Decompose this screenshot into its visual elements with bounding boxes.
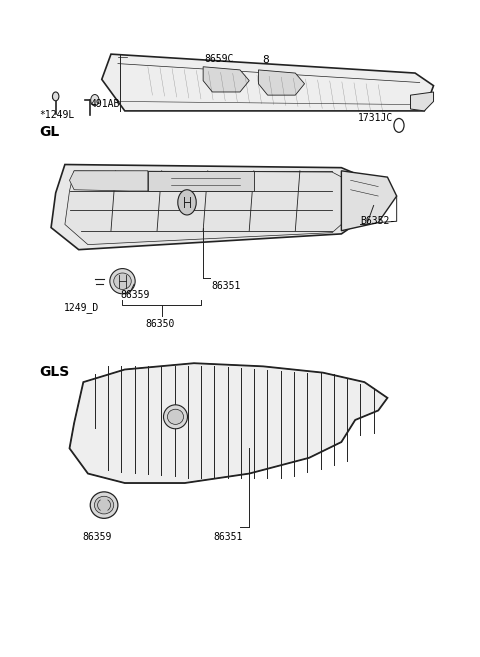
Polygon shape (148, 171, 254, 191)
Polygon shape (203, 67, 249, 92)
Text: 1731JC: 1731JC (358, 113, 393, 123)
Polygon shape (65, 171, 360, 244)
Ellipse shape (164, 405, 188, 429)
Ellipse shape (90, 492, 118, 518)
Text: GL: GL (39, 125, 60, 139)
Polygon shape (51, 164, 378, 250)
Text: 86350: 86350 (145, 319, 175, 329)
Text: 86351: 86351 (213, 532, 243, 541)
Text: GLS: GLS (39, 365, 70, 379)
Text: 8: 8 (262, 55, 269, 66)
Polygon shape (70, 363, 387, 483)
Text: 86359: 86359 (120, 290, 150, 300)
Circle shape (394, 118, 404, 132)
Ellipse shape (168, 409, 183, 424)
Text: 1249_D: 1249_D (64, 302, 99, 313)
Polygon shape (410, 92, 433, 111)
Polygon shape (258, 70, 304, 95)
Polygon shape (70, 171, 148, 191)
Text: B6352-: B6352- (361, 216, 396, 226)
Circle shape (52, 92, 59, 101)
Ellipse shape (114, 273, 131, 289)
Circle shape (91, 95, 99, 106)
Ellipse shape (95, 496, 114, 514)
Text: 491AB: 491AB (90, 99, 120, 109)
Polygon shape (102, 54, 433, 111)
Polygon shape (341, 171, 396, 231)
Text: 86359: 86359 (82, 532, 111, 541)
Text: 8659C: 8659C (204, 54, 234, 64)
Text: 86351: 86351 (211, 281, 241, 290)
Ellipse shape (110, 269, 135, 294)
Circle shape (178, 190, 196, 215)
Text: *1249L: *1249L (39, 110, 75, 120)
